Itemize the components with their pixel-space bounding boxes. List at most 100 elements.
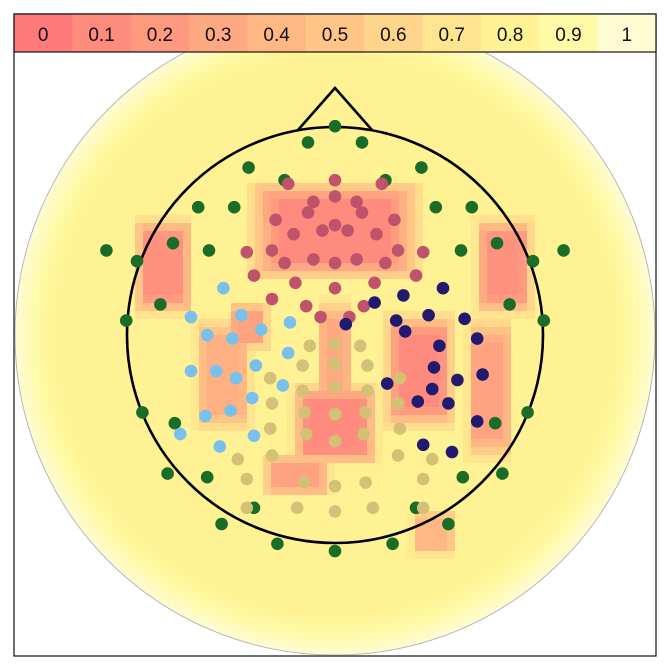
heat-cell	[463, 87, 472, 96]
heat-cell	[175, 215, 184, 224]
heat-cell	[551, 311, 560, 320]
heat-cell	[183, 543, 192, 552]
heat-cell	[567, 207, 576, 216]
heat-cell	[511, 223, 520, 232]
heat-cell	[383, 143, 392, 152]
heat-cell	[535, 415, 544, 424]
heat-cell	[151, 359, 160, 368]
heat-cell	[439, 375, 448, 384]
heat-cell	[151, 159, 160, 168]
heat-cell	[183, 391, 192, 400]
heat-cell	[183, 287, 192, 296]
heat-cell	[319, 439, 328, 448]
heat-cell	[127, 535, 136, 544]
heat-cell	[479, 63, 488, 72]
heat-cell	[215, 383, 224, 392]
heat-cell	[527, 239, 536, 248]
heat-cell	[527, 335, 536, 344]
heat-cell	[39, 327, 48, 336]
heat-cell	[79, 183, 88, 192]
heat-cell	[167, 255, 176, 264]
heat-cell	[287, 159, 296, 168]
heat-cell	[207, 511, 216, 520]
heat-cell	[375, 319, 384, 328]
heat-cell	[223, 255, 232, 264]
heat-cell	[535, 511, 544, 520]
heat-cell	[143, 295, 152, 304]
heat-cell	[223, 127, 232, 136]
heat-cell	[191, 431, 200, 440]
heat-cell	[383, 319, 392, 328]
heat-cell	[167, 351, 176, 360]
heat-cell	[343, 119, 352, 128]
heat-cell	[287, 455, 296, 464]
heat-cell	[255, 223, 264, 232]
heat-cell	[175, 159, 184, 168]
heat-cell	[135, 367, 144, 376]
heat-cell	[415, 79, 424, 88]
heat-cell	[319, 503, 328, 512]
heat-cell	[135, 511, 144, 520]
heat-cell	[119, 535, 128, 544]
heat-cell	[159, 343, 168, 352]
heat-cell	[527, 87, 536, 96]
heat-cell	[23, 287, 32, 296]
heat-cell	[191, 95, 200, 104]
heat-cell	[335, 527, 344, 536]
heat-cell	[343, 79, 352, 88]
heat-cell	[279, 519, 288, 528]
heat-cell	[175, 351, 184, 360]
heat-cell	[263, 335, 272, 344]
heat-cell	[127, 111, 136, 120]
heat-cell	[471, 399, 480, 408]
heat-cell	[479, 183, 488, 192]
heat-cell	[343, 207, 352, 216]
heat-cell	[247, 527, 256, 536]
heat-cell	[551, 287, 560, 296]
heat-cell	[455, 159, 464, 168]
heat-cell	[343, 463, 352, 472]
heat-cell	[215, 463, 224, 472]
heat-cell	[87, 431, 96, 440]
heat-cell	[479, 479, 488, 488]
heat-cell	[431, 423, 440, 432]
heat-cell	[143, 455, 152, 464]
heat-cell	[575, 455, 584, 464]
heatmap-surface	[15, 15, 655, 655]
heat-cell	[223, 503, 232, 512]
heat-cell	[159, 287, 168, 296]
heat-cell	[407, 175, 416, 184]
heat-cell	[175, 551, 184, 560]
heat-cell	[47, 255, 56, 264]
heat-cell	[103, 215, 112, 224]
heat-cell	[407, 535, 416, 544]
heat-cell	[287, 551, 296, 560]
heat-cell	[583, 391, 592, 400]
heat-cell	[567, 439, 576, 448]
heat-cell	[55, 327, 64, 336]
heat-cell	[231, 231, 240, 240]
heat-cell	[223, 439, 232, 448]
heat-cell	[543, 135, 552, 144]
heat-cell	[271, 231, 280, 240]
heat-cell	[631, 287, 640, 296]
heat-cell	[455, 463, 464, 472]
heat-cell	[583, 175, 592, 184]
heat-cell	[479, 247, 488, 256]
heat-cell	[463, 359, 472, 368]
heat-cell	[463, 223, 472, 232]
heat-cell	[223, 351, 232, 360]
heat-cell	[263, 351, 272, 360]
heat-cell	[231, 599, 240, 608]
heat-cell	[111, 223, 120, 232]
heat-cell	[319, 479, 328, 488]
heat-cell	[207, 79, 216, 88]
heat-cell	[543, 551, 552, 560]
heat-cell	[103, 295, 112, 304]
heat-cell	[215, 591, 224, 600]
heat-cell	[487, 207, 496, 216]
heat-cell	[631, 279, 640, 288]
heat-cell	[551, 111, 560, 120]
heat-cell	[135, 175, 144, 184]
heat-cell	[279, 463, 288, 472]
